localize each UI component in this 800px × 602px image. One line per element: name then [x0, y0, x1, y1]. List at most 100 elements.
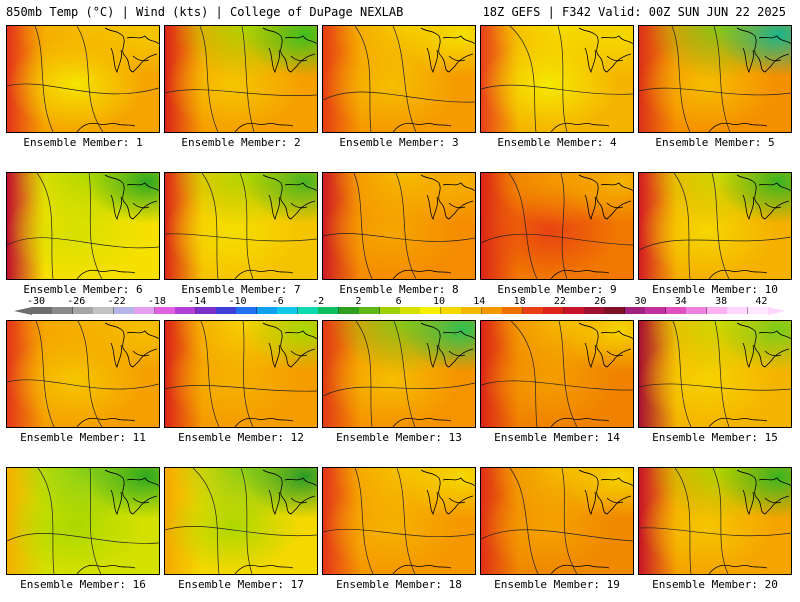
height-contour — [639, 236, 791, 251]
colorbar-segment — [563, 307, 585, 314]
height-contour — [714, 321, 730, 427]
coastline-outline — [262, 174, 317, 220]
map-plot — [481, 468, 633, 574]
colorbar-tick-label: -2 — [312, 296, 325, 307]
ensemble-panel: Ensemble Member: 4 — [480, 25, 634, 160]
map-plot — [481, 321, 633, 427]
ensemble-panel: Ensemble Member: 17 — [164, 467, 318, 602]
map-plot — [165, 468, 317, 574]
height-contour — [396, 468, 416, 574]
height-contour — [353, 173, 373, 279]
gulf-coast-outline — [550, 122, 610, 132]
ensemble-panel: Ensemble Member: 9 — [480, 172, 634, 307]
height-contour — [192, 468, 220, 574]
colorbar-segment — [645, 307, 667, 314]
ensemble-panel: Ensemble Member: 10 — [638, 172, 792, 307]
height-contour — [510, 321, 538, 427]
member-label: Ensemble Member: 19 — [494, 578, 620, 591]
field-northeast — [7, 321, 159, 427]
temperature-map — [164, 467, 318, 575]
gulf-coast-outline — [708, 122, 768, 132]
gulf-coast-outline — [708, 269, 768, 279]
field-northeast — [165, 26, 317, 132]
colorbar-segment — [338, 307, 360, 314]
ensemble-panel: Ensemble Member: 20 — [638, 467, 792, 602]
ensemble-panel: Ensemble Member: 15 — [638, 320, 792, 455]
height-contour — [35, 321, 55, 427]
height-contour — [639, 383, 791, 391]
colorbar-segment — [420, 307, 442, 314]
colorbar-tick-label: 38 — [715, 296, 728, 307]
colorbar-segment — [727, 307, 749, 314]
map-plot — [639, 468, 791, 574]
gulf-coast-outline — [76, 269, 136, 279]
height-contour — [481, 529, 633, 542]
member-label: Ensemble Member: 13 — [336, 431, 462, 444]
field-northeast — [323, 26, 475, 132]
temperature-map — [322, 467, 476, 575]
colorbar-arrow-left — [14, 307, 32, 315]
colorbar-tick-label: 22 — [553, 296, 566, 307]
colorbar-tick-label: 34 — [674, 296, 687, 307]
map-plot — [323, 321, 475, 427]
coastline-outline — [736, 322, 791, 368]
temperature-map — [322, 172, 476, 280]
colorbar-tick-label: 26 — [594, 296, 607, 307]
field-northeast — [7, 26, 159, 132]
ensemble-panel: Ensemble Member: 14 — [480, 320, 634, 455]
coastline-outline — [104, 322, 159, 368]
gulf-coast-outline — [550, 564, 610, 574]
field-northeast — [639, 26, 791, 132]
height-contour — [77, 321, 103, 427]
height-contour — [395, 173, 417, 279]
colorbar-arrow-right — [768, 307, 786, 315]
colorbar-segment — [32, 307, 53, 314]
gulf-coast-outline — [234, 417, 294, 427]
colorbar-segment — [624, 307, 646, 314]
height-contour — [673, 173, 691, 279]
field-northeast — [481, 173, 633, 279]
member-label: Ensemble Member: 18 — [336, 578, 462, 591]
coastline-outline — [262, 27, 317, 73]
colorbar-segment — [502, 307, 524, 314]
height-contour — [713, 26, 731, 132]
colorbar-tick-label: 14 — [473, 296, 486, 307]
colorbar-segment — [522, 307, 544, 314]
height-contour — [639, 527, 791, 537]
field-northeast — [165, 468, 317, 574]
ensemble-panel: Ensemble Member: 13 — [322, 320, 476, 455]
temperature-map — [638, 467, 792, 575]
coastline-outline — [420, 174, 475, 220]
field-northeast — [639, 321, 791, 427]
height-contour — [323, 529, 475, 537]
height-contour — [392, 26, 417, 132]
ensemble-panel: Ensemble Member: 19 — [480, 467, 634, 602]
gulf-coast-outline — [708, 417, 768, 427]
height-contour — [557, 26, 568, 132]
gulf-coast-outline — [234, 269, 294, 279]
temperature-map — [164, 172, 318, 280]
coastline-outline — [262, 322, 317, 368]
temperature-map — [164, 25, 318, 133]
member-label: Ensemble Member: 14 — [494, 431, 620, 444]
height-contour — [76, 26, 104, 132]
colorbar-tick-label: -6 — [271, 296, 284, 307]
coastline-outline — [262, 469, 317, 515]
height-contour — [200, 321, 220, 427]
colorbar-scale — [32, 307, 769, 314]
colorbar-segment — [604, 307, 626, 314]
temperature-map — [638, 25, 792, 133]
height-contour — [712, 468, 729, 574]
ensemble-panel: Ensemble Member: 5 — [638, 25, 792, 160]
member-label: Ensemble Member: 9 — [497, 283, 617, 296]
gulf-coast-outline — [392, 122, 452, 132]
temperature-map — [480, 320, 634, 428]
member-label: Ensemble Member: 7 — [181, 283, 301, 296]
coastline-outline — [104, 174, 159, 220]
coastline-outline — [420, 322, 475, 368]
temperature-map — [322, 320, 476, 428]
colorbar-segment — [297, 307, 319, 314]
coastline-outline — [578, 174, 633, 220]
height-contour — [354, 26, 372, 132]
colorbar-segment — [440, 307, 462, 314]
